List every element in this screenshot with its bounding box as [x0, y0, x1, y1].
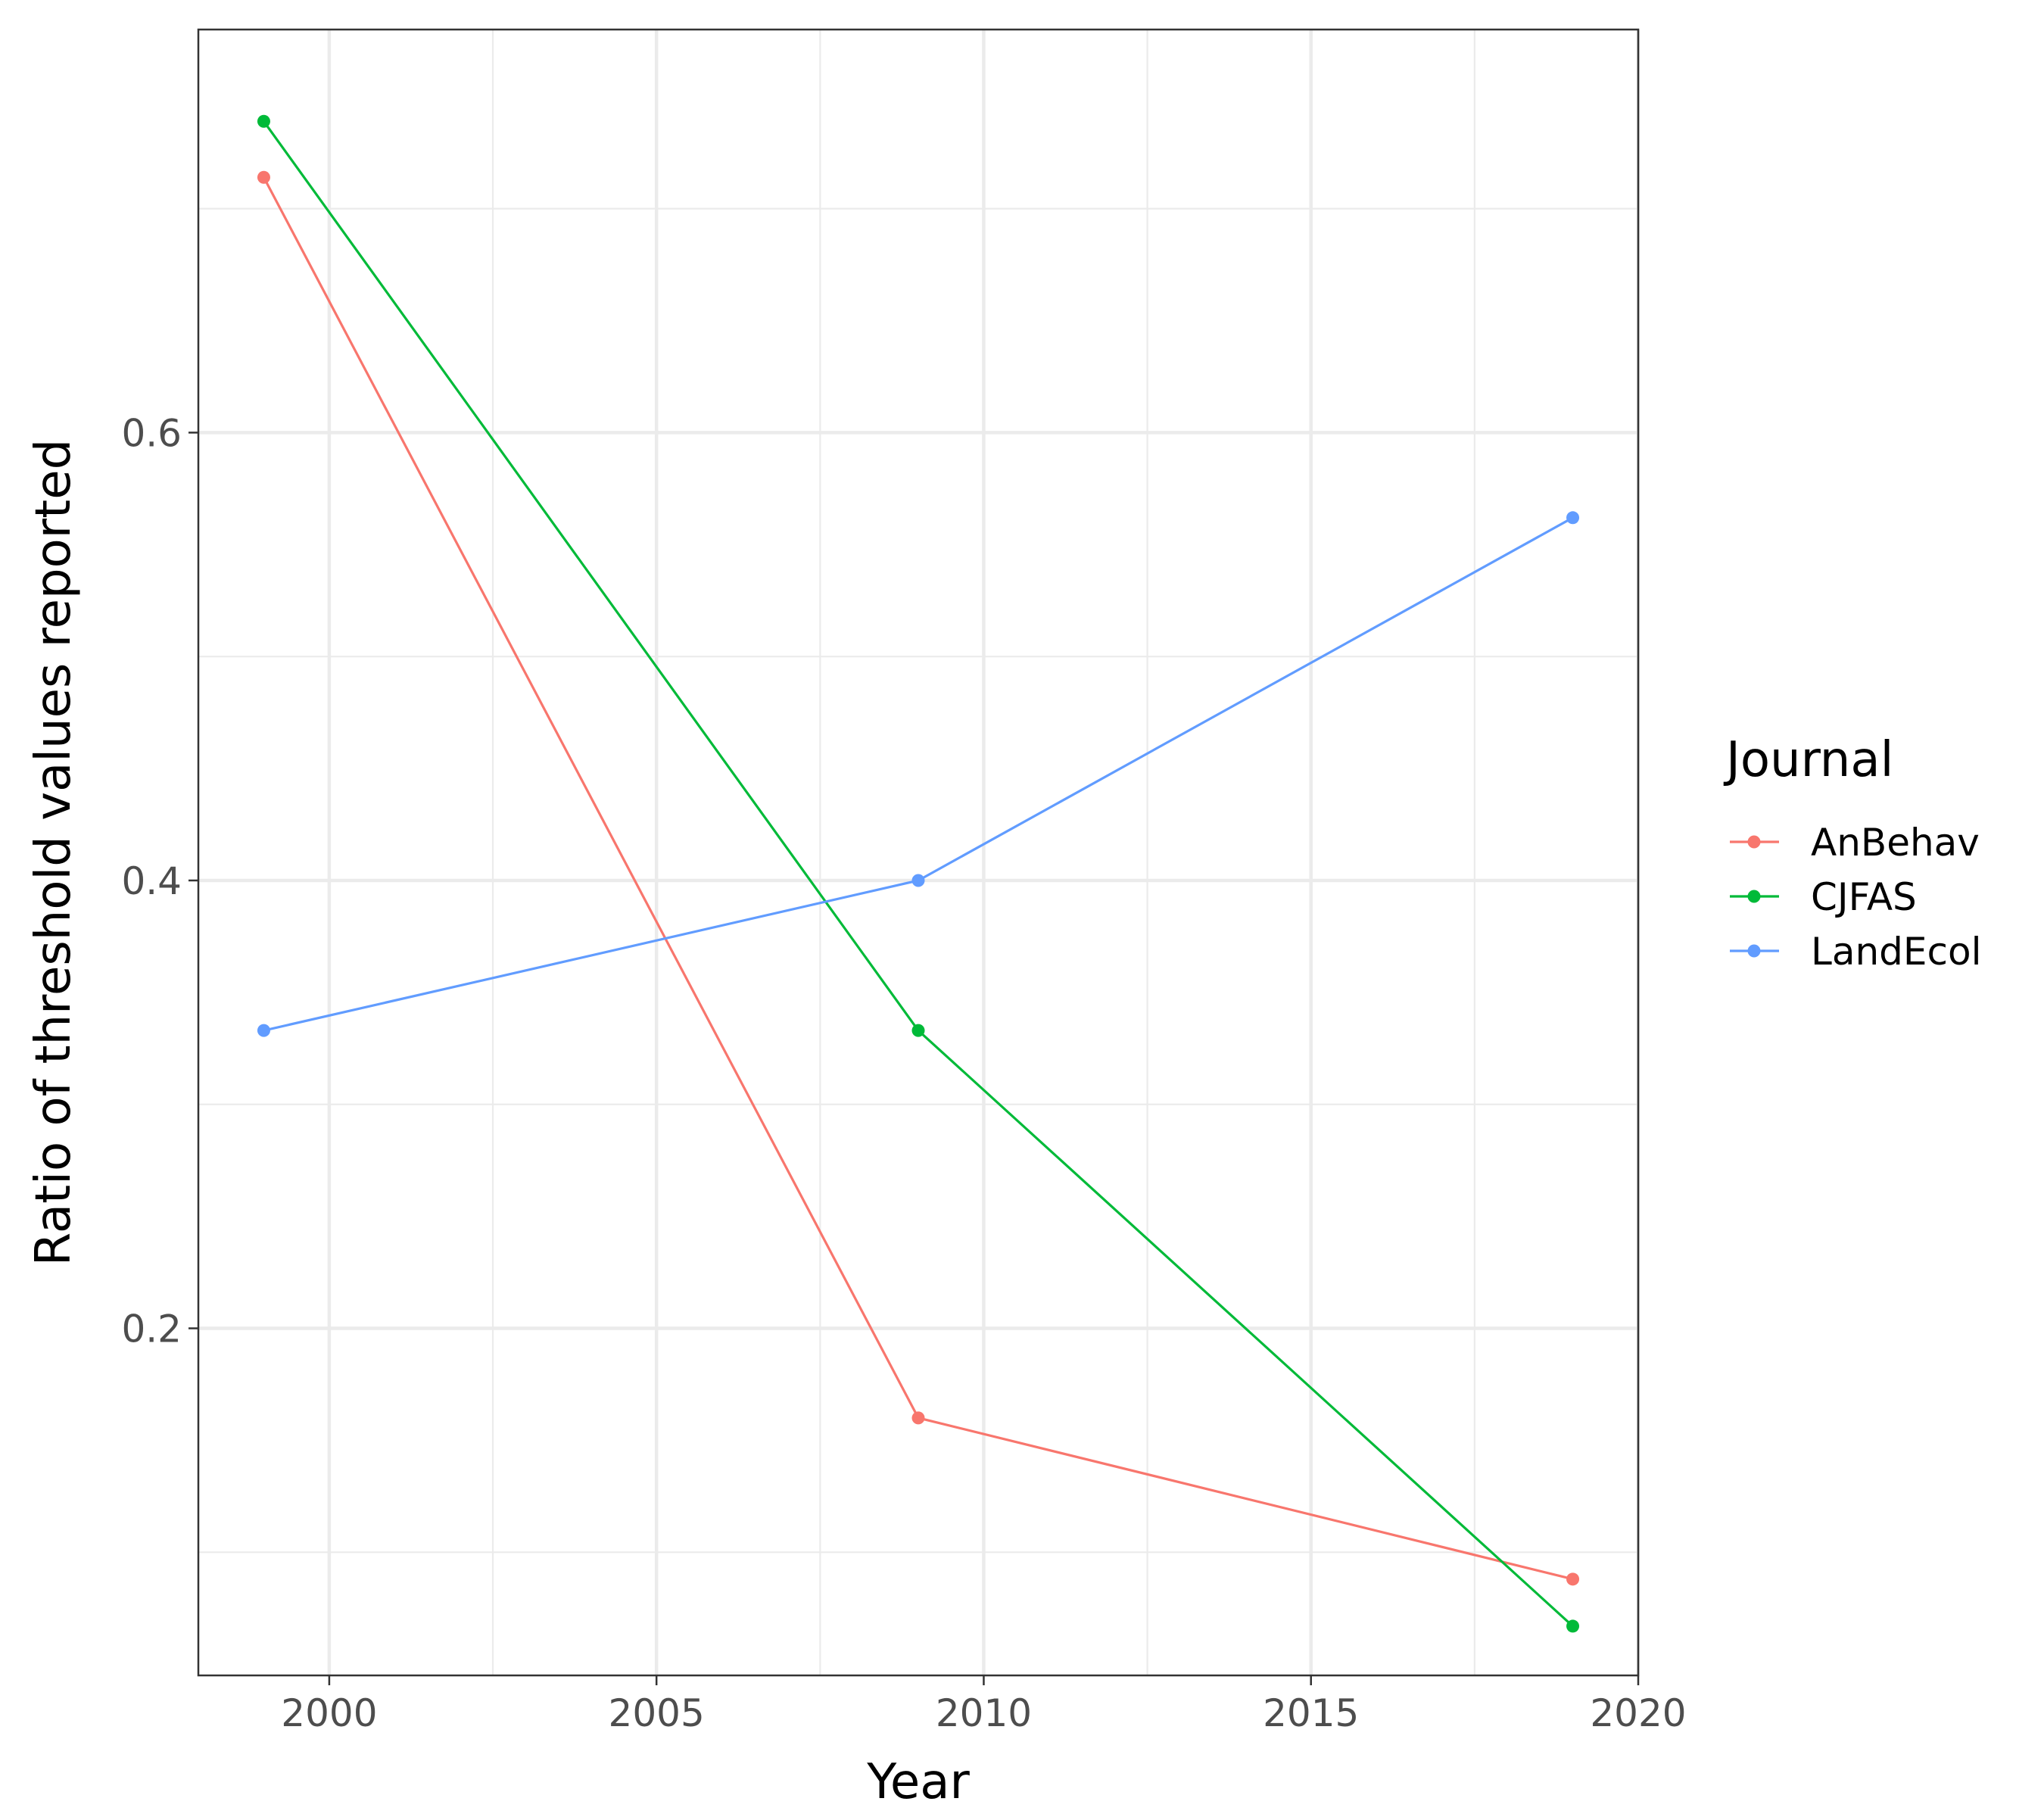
x-axis-title: Year: [866, 1754, 970, 1810]
y-tick-label: 0.2: [121, 1307, 182, 1351]
legend: Journal AnBehav CJFAS LandEcol: [1723, 732, 1982, 974]
data-point-landecol: [911, 874, 925, 887]
x-tick-label: 2005: [609, 1691, 705, 1735]
minor-gridlines: [198, 30, 1638, 1675]
x-tick-label: 2020: [1590, 1691, 1686, 1735]
legend-key-point: [1747, 835, 1761, 849]
legend-key-point: [1747, 944, 1761, 958]
y-tick-label: 0.4: [121, 859, 182, 903]
y-tick-label: 0.6: [121, 411, 182, 455]
data-point-anbehav: [257, 170, 270, 184]
data-point-landecol: [1566, 511, 1580, 525]
data-point-cjfas: [1566, 1619, 1580, 1633]
legend-label-landecol: LandEcol: [1811, 930, 1982, 974]
series-layer: [257, 114, 1580, 1633]
data-point-anbehav: [911, 1411, 925, 1425]
legend-title: Journal: [1723, 732, 1893, 788]
legend-label-anbehav: AnBehav: [1811, 821, 1980, 865]
legend-label-cjfas: CJFAS: [1811, 875, 1917, 919]
axis-ticks: [189, 432, 1640, 1685]
x-tick-label: 2000: [281, 1691, 377, 1735]
y-axis-title: Ratio of threshold values reported: [26, 439, 82, 1266]
x-tick-label: 2015: [1263, 1691, 1359, 1735]
data-point-landecol: [257, 1024, 270, 1037]
tick-labels: 2000 2005 2010 2015 2020 0.2 0.4 0.6: [121, 411, 1686, 1735]
data-point-cjfas: [257, 114, 270, 128]
panel-border: [197, 28, 1640, 1677]
data-point-anbehav: [1566, 1572, 1580, 1586]
legend-key-point: [1747, 890, 1761, 903]
data-point-cjfas: [911, 1024, 925, 1037]
x-tick-label: 2010: [936, 1691, 1032, 1735]
